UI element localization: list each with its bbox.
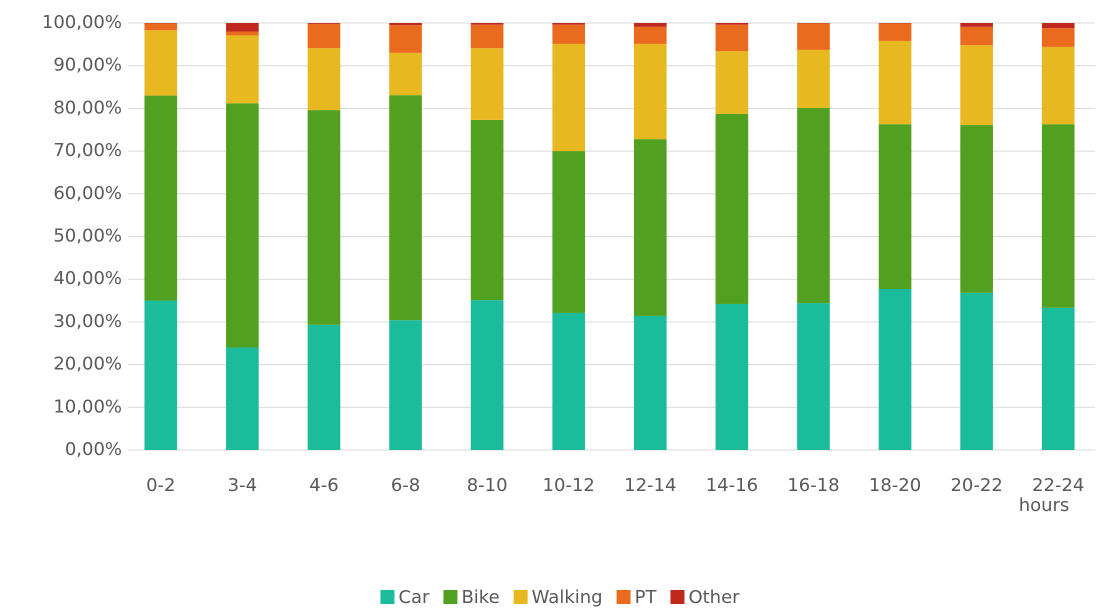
bar-segment — [226, 103, 259, 348]
bar-segment — [797, 107, 830, 304]
bar-segment — [715, 51, 749, 114]
bar-segment — [552, 312, 586, 450]
bar-segment — [307, 324, 341, 450]
bar-segment — [307, 110, 341, 325]
bar-segment — [226, 35, 259, 104]
bar-segment — [1041, 23, 1075, 29]
bar-segment — [960, 45, 993, 126]
y-tick-label: 100,00% — [42, 12, 122, 33]
bar-segment — [715, 24, 749, 52]
y-tick-label: 20,00% — [53, 354, 122, 375]
bar-segment — [144, 300, 178, 450]
legend-label: Walking — [532, 587, 603, 608]
bar-segment — [633, 26, 667, 44]
bar-segment — [797, 23, 830, 50]
bar-segment — [633, 23, 667, 27]
legend-label: Car — [398, 587, 430, 608]
bar-segment — [144, 30, 178, 96]
x-tick-label: 16-18 — [787, 475, 839, 496]
bar-segment — [797, 49, 830, 108]
bar-segment — [878, 40, 912, 125]
bar-segment — [633, 43, 667, 140]
y-tick-label: 10,00% — [53, 396, 122, 417]
bar-segment — [878, 23, 912, 41]
bar-segment — [389, 23, 422, 26]
bar-segment — [960, 23, 993, 27]
bar-segment — [797, 303, 830, 450]
x-tick-label: 10-12 — [543, 475, 595, 496]
bar-segment — [715, 303, 749, 450]
bar-segment — [552, 23, 586, 25]
x-tick-label: 8-10 — [467, 475, 508, 496]
x-tick-label: 0-2 — [146, 475, 175, 496]
bar-segment — [144, 23, 178, 31]
bar-segment — [389, 95, 422, 321]
bar-segment — [1041, 124, 1075, 308]
y-tick-label: 80,00% — [53, 97, 122, 118]
bar-segment — [470, 48, 504, 120]
x-tick-label: 6-8 — [391, 475, 420, 496]
bar-segment — [144, 95, 178, 301]
y-tick-label: 50,00% — [53, 226, 122, 247]
legend-swatch — [670, 590, 685, 604]
y-tick-label: 90,00% — [53, 55, 122, 76]
bar-segment — [307, 23, 341, 49]
x-tick-label: 3-4 — [228, 475, 257, 496]
bar-segment — [552, 43, 586, 152]
x-tick-label: 14-16 — [706, 475, 758, 496]
bar-segment — [470, 119, 504, 301]
x-axis-label: hours — [1019, 495, 1070, 516]
bar-segment — [226, 31, 259, 36]
x-tick-label: 4-6 — [309, 475, 338, 496]
legend-swatch — [616, 590, 631, 604]
x-tick-label: 22-24 — [1032, 475, 1084, 496]
bar-segment — [715, 23, 749, 25]
bar-segment — [470, 23, 504, 25]
legend-swatch — [443, 590, 458, 604]
x-tick-label: 20-22 — [950, 475, 1002, 496]
y-tick-label: 60,00% — [53, 183, 122, 204]
bar-segment — [389, 52, 422, 96]
legend-swatch — [513, 590, 528, 604]
bar-segment — [1041, 307, 1075, 450]
bar-segment — [226, 347, 259, 450]
bar-segment — [878, 124, 912, 290]
y-tick-label: 30,00% — [53, 311, 122, 332]
bar-segment — [633, 315, 667, 450]
y-tick-label: 40,00% — [53, 268, 122, 289]
x-tick-label: 12-14 — [624, 475, 676, 496]
bar-segment — [633, 139, 667, 316]
bar-segment — [389, 320, 422, 450]
y-tick-label: 0,00% — [65, 439, 122, 460]
bar-segment — [307, 48, 341, 111]
bar-segment — [470, 300, 504, 450]
bar-segment — [1041, 28, 1075, 47]
y-tick-label: 70,00% — [53, 140, 122, 161]
bar-segment — [470, 24, 504, 49]
bar-segment — [226, 23, 259, 32]
legend-label: PT — [635, 587, 658, 608]
bar-segment — [1041, 46, 1075, 125]
bar-segment — [960, 292, 993, 450]
legend-label: Bike — [461, 587, 499, 608]
bar-segment — [307, 23, 341, 24]
legend-swatch — [380, 590, 395, 604]
x-tick-label: 18-20 — [869, 475, 921, 496]
bar-segment — [552, 151, 586, 313]
bar-segment — [389, 25, 422, 53]
bar-segment — [552, 24, 586, 44]
bar-segment — [960, 26, 993, 46]
legend-label: Other — [688, 587, 740, 608]
bar-segment — [878, 289, 912, 450]
bar-segment — [715, 113, 749, 304]
bar-segment — [960, 125, 993, 293]
